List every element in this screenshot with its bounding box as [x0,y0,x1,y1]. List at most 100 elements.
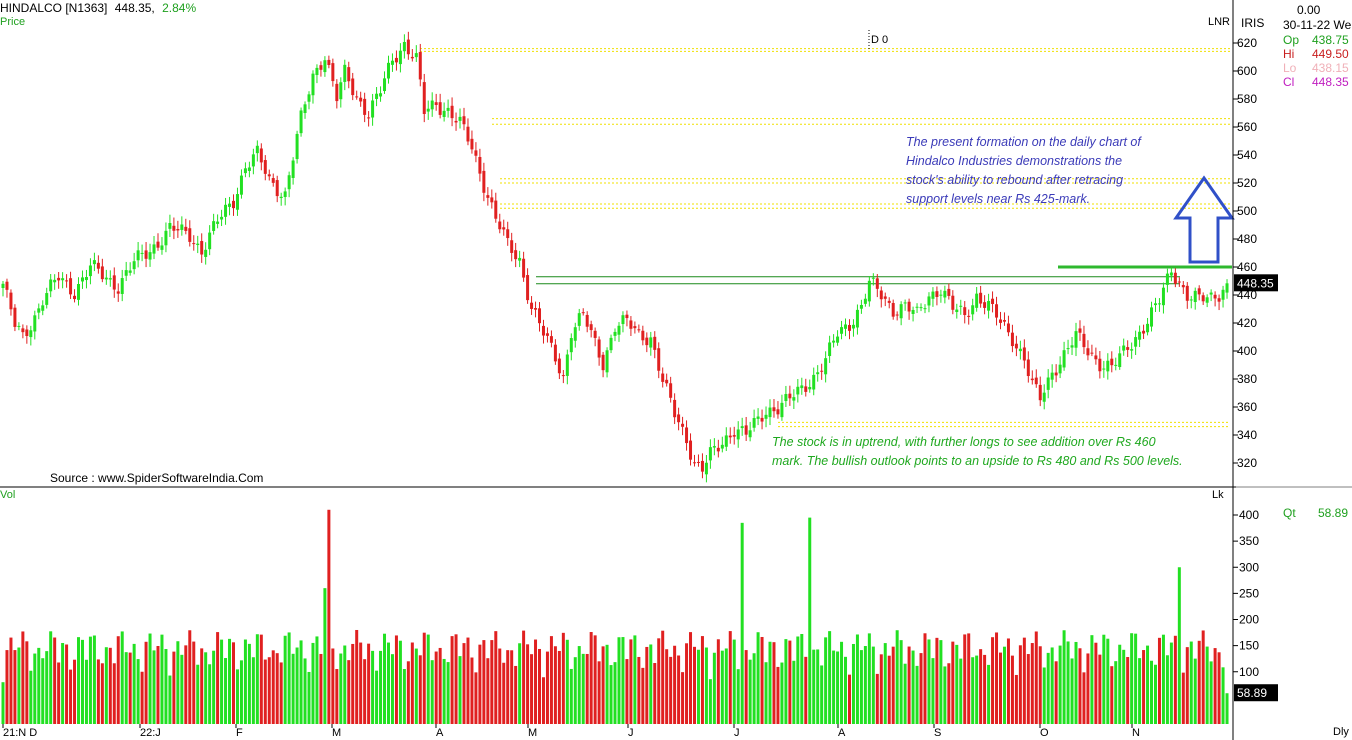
candle-body [915,306,919,308]
price-tick-label: 360 [1237,400,1257,414]
volume-bar [414,648,418,724]
candle-body [77,283,81,300]
change-percent: 2.84% [162,1,197,15]
volume-bar [549,636,553,724]
candle-body [569,338,573,353]
volume-bar [1070,658,1074,724]
volume-bar [931,658,935,724]
volume-bar [279,662,283,724]
volume-bar [1146,645,1150,724]
volume-bar [446,662,450,724]
candle-body [386,62,390,79]
volume-bar [883,643,887,724]
candle-body [1086,348,1090,356]
candle-body [1146,323,1150,333]
volume-bar [283,635,287,724]
candle-body [57,277,61,281]
volume-bar [538,648,542,724]
candle-body [315,67,319,76]
candle-body [1002,320,1006,322]
volume-bar [295,647,299,724]
candle-body [5,281,9,290]
volume-bar [220,639,224,724]
volume-bar [398,640,402,724]
candle-body [410,56,414,59]
info-low-label: Lo [1283,61,1297,75]
volume-bar [1102,634,1106,724]
volume-bar [971,657,975,724]
candle-body [172,225,176,231]
volume-bar [633,635,637,724]
volume-bar [553,646,557,724]
volume-bar [152,650,156,724]
candle-body [617,325,621,335]
candle-body [927,296,931,306]
candle-body [343,64,347,82]
volume-bar [589,632,593,724]
candle-body [21,328,25,333]
candle-body [959,305,963,307]
volume-bar [975,655,979,724]
volume-bar [1197,640,1201,724]
info-date: 30-11-22 We [1283,18,1352,32]
volume-bar [343,645,347,724]
candle-body [991,298,995,304]
candle-body [259,148,263,163]
candle-body [1034,377,1038,385]
volume-bar [84,659,88,724]
x-tick-label: M [528,727,537,739]
candle-body [573,327,577,341]
candle-body [744,425,748,435]
x-tick-label: 22:J [140,727,161,739]
volume-bar [1018,645,1022,724]
volume-bar [987,664,991,724]
candle-body [351,78,355,96]
candle-body [518,257,522,261]
candle-body [1185,285,1189,301]
candle-body [339,82,343,100]
volume-bar [645,646,649,724]
volume-bar [748,659,752,724]
candle-body [180,224,184,230]
volume-bar [144,641,148,724]
volume-bar [29,670,33,724]
volume-bar [422,632,426,724]
candle-body [379,93,383,97]
candle-body [1181,285,1185,288]
candle-body [780,402,784,418]
candle-body [235,194,239,210]
candle-body [995,304,999,318]
annotation-line: The stock is in uptrend, with further lo… [772,435,1156,449]
volume-bar [239,660,243,724]
volume-bar [1050,647,1054,724]
volume-bar [1114,661,1118,724]
volume-bar [363,659,367,724]
volume-bar [919,653,923,724]
candle-body [80,277,84,282]
candle-body [895,314,899,316]
candle-body [363,98,367,115]
candle-body [1010,332,1014,347]
info-ticker: IRIS [1241,16,1265,30]
candle-body [1082,333,1086,348]
volume-bar [1006,638,1010,724]
volume-bar [514,665,518,724]
candle-body [1078,328,1082,333]
volume-bar [482,640,486,724]
annotation-line: The present formation on the daily chart… [906,135,1141,149]
volume-bar [478,644,482,724]
volume-bar [1046,652,1050,724]
candle-body [931,291,935,299]
candle-body [999,319,1003,323]
candle-body [1110,358,1114,366]
candle-body [474,150,478,156]
candle-body [776,409,780,415]
candle-body [935,291,939,297]
candle-body [1130,349,1134,351]
info-low-value: 438.15 [1312,61,1349,75]
volume-bar [132,643,136,724]
candle-body [335,83,339,102]
volume-bar [649,644,653,724]
volume-bar [418,655,422,724]
